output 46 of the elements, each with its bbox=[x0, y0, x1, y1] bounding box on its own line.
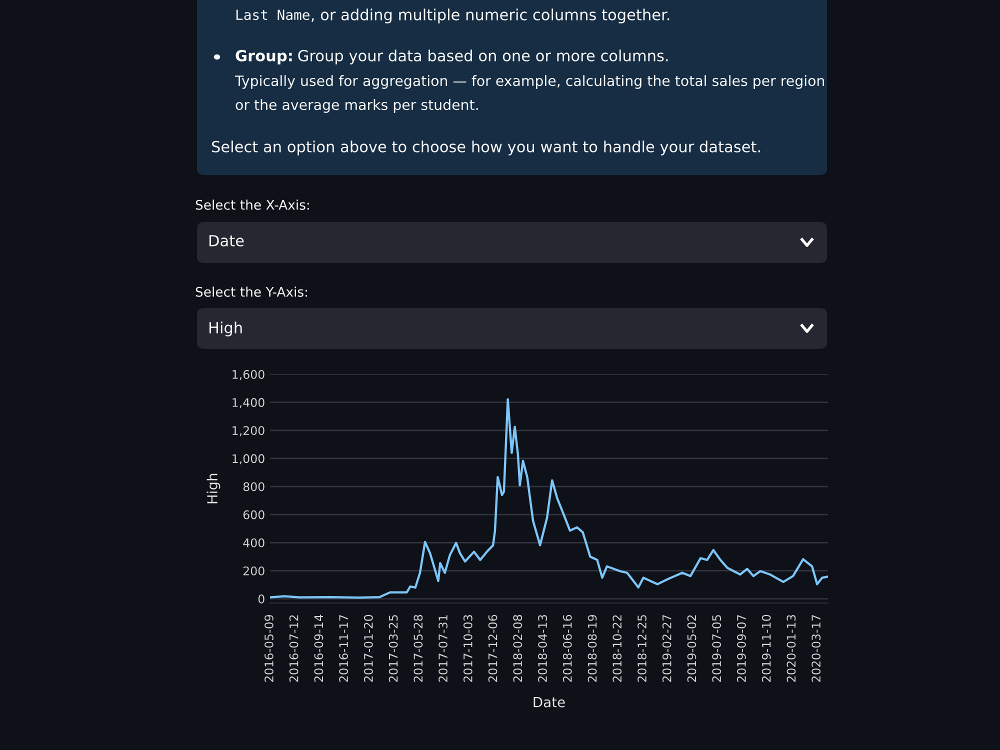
x-tick-label: 2016-07-12 bbox=[289, 615, 298, 682]
x-tick-label: 2020-01-13 bbox=[786, 615, 796, 682]
x-tick-label: 2017-05-28 bbox=[414, 614, 423, 682]
text: High bbox=[210, 322, 242, 336]
x-tick-label: 2019-02-27 bbox=[662, 615, 672, 682]
x-tick-label: 2018-08-19 bbox=[588, 614, 597, 682]
y-tick-label: 200 bbox=[243, 566, 264, 576]
x-axis-title: Date bbox=[534, 697, 565, 708]
y-tick-label: 0 bbox=[258, 594, 264, 604]
x-tick-label: 2018-12-25 bbox=[638, 615, 646, 682]
text: Select an option above to choose how you want to handle your dataset. bbox=[212, 140, 760, 156]
text: Select the X-Axis: bbox=[196, 200, 309, 210]
x-tick-label: 2016-11-17 bbox=[339, 615, 348, 682]
y-tick-label: 1,000 bbox=[232, 454, 264, 464]
y-tick-label: 1,200 bbox=[232, 426, 264, 436]
x-tick-label: 2016-05-09 bbox=[264, 614, 274, 682]
x-tick-label: 2018-06-16 bbox=[562, 614, 572, 682]
x-tick-label: 2019-09-07 bbox=[737, 615, 746, 682]
y-tick-label: 1,400 bbox=[232, 398, 264, 408]
x-tick-label: 2017-12-06 bbox=[488, 614, 498, 682]
x-tick-label: 2019-05-02 bbox=[687, 615, 696, 682]
x-tick-label: 2019-07-05 bbox=[712, 615, 722, 682]
y-tick-label: 400 bbox=[243, 538, 264, 548]
text: or the average marks per student. bbox=[236, 99, 478, 113]
x-tick-label: 2016-09-14 bbox=[314, 614, 324, 682]
text: Group: bbox=[236, 50, 292, 64]
y-tick-label: 600 bbox=[243, 510, 264, 520]
y-axis-title: High bbox=[206, 474, 220, 504]
x-tick-label: 2018-04-13 bbox=[538, 615, 547, 682]
text: Last Name bbox=[236, 10, 310, 20]
x-tick-label: 2017-07-31 bbox=[438, 615, 448, 682]
x-tick-label: 2019-11-10 bbox=[762, 614, 771, 682]
y-tick-label: 1,600 bbox=[232, 370, 264, 380]
text: Select the Y-Axis: bbox=[196, 286, 307, 297]
text: Group your data based on one or more columns. bbox=[298, 50, 668, 64]
x-tick-label: 2020-03-17 bbox=[812, 615, 821, 682]
x-tick-label: 2017-03-25 bbox=[388, 615, 398, 682]
text: Date bbox=[210, 235, 244, 246]
x-tick-label: 2018-02-08 bbox=[513, 614, 522, 682]
text: Typically used for aggregation — for example, calculating the total sales per region bbox=[234, 75, 824, 89]
y-tick-label: 800 bbox=[243, 482, 264, 492]
text: , or adding multiple numeric columns together. bbox=[312, 8, 670, 24]
x-tick-label: 2018-10-22 bbox=[612, 615, 622, 682]
x-tick-label: 2017-10-03 bbox=[463, 615, 472, 682]
line-series bbox=[270, 398, 828, 599]
x-tick-label: 2017-01-20 bbox=[364, 614, 373, 682]
